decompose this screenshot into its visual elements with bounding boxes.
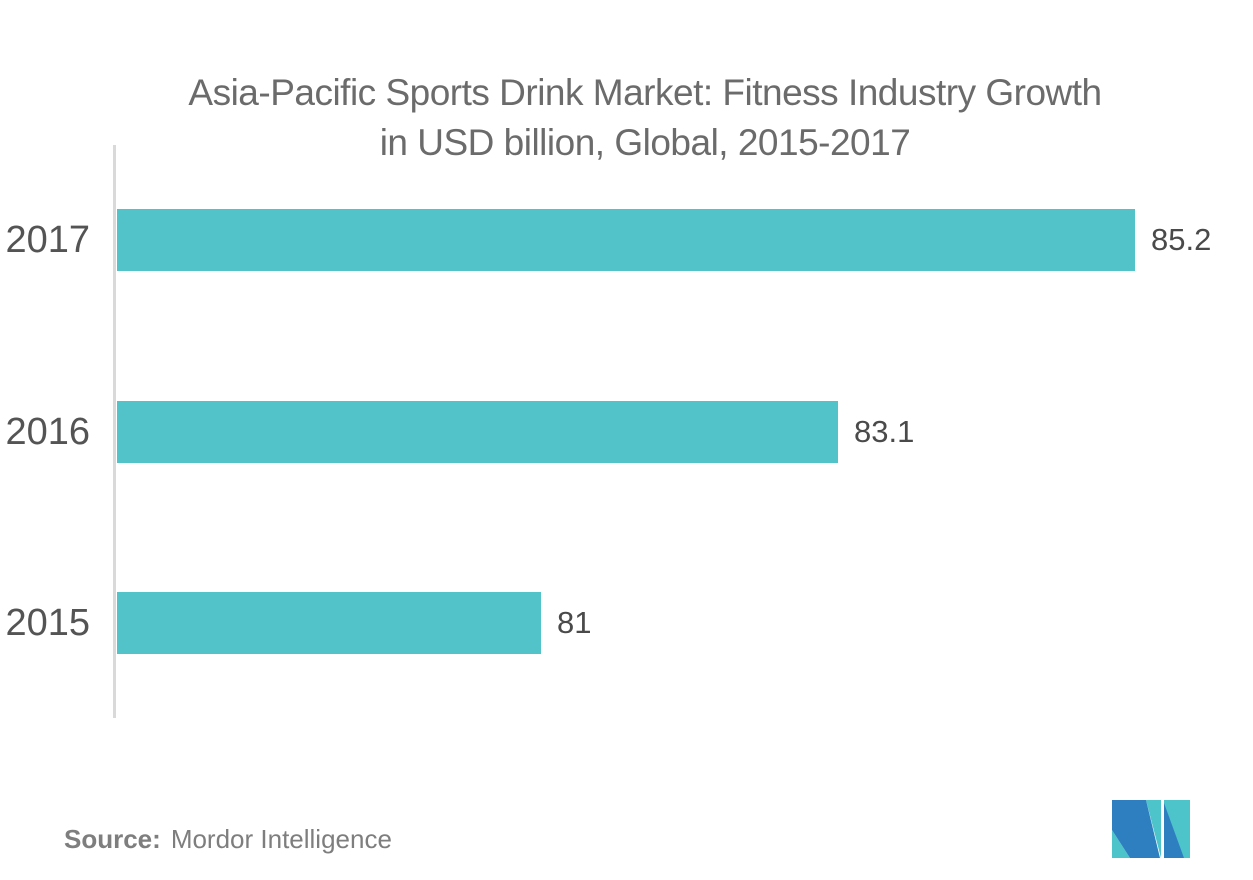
value-label-2016: 83.1 [854,414,915,449]
y-axis-line [113,145,116,718]
bar-row-2017: 2017 85.2 [0,209,1253,271]
category-label-2015: 2015 [5,602,90,644]
chart-title-line1: Asia-Pacific Sports Drink Market: Fitnes… [188,72,1102,113]
logo-blue-right-triangle [1164,803,1184,858]
chart-title-line2: in USD billion, Global, 2015-2017 [379,122,911,163]
mordor-intelligence-logo [1112,800,1190,858]
category-label-2017: 2017 [5,219,90,261]
value-label-2017: 85.2 [1151,222,1212,257]
source-text: Mordor Intelligence [170,824,392,854]
value-label-2015: 81 [557,605,592,640]
source-attribution: Source: Mordor Intelligence [64,824,392,855]
bar-2016 [117,401,838,463]
chart-title: Asia-Pacific Sports Drink Market: Fitnes… [90,68,1200,168]
bar-row-2016: 2016 83.1 [0,401,1253,463]
logo-teal-top-right-triangle [1146,800,1161,858]
bar-2015 [117,592,541,654]
category-label-2016: 2016 [5,411,90,453]
bar-2017 [117,209,1135,271]
source-label: Source: [64,824,161,854]
logo-blue-band [1112,800,1160,858]
bar-row-2015: 2015 81 [0,592,1253,654]
